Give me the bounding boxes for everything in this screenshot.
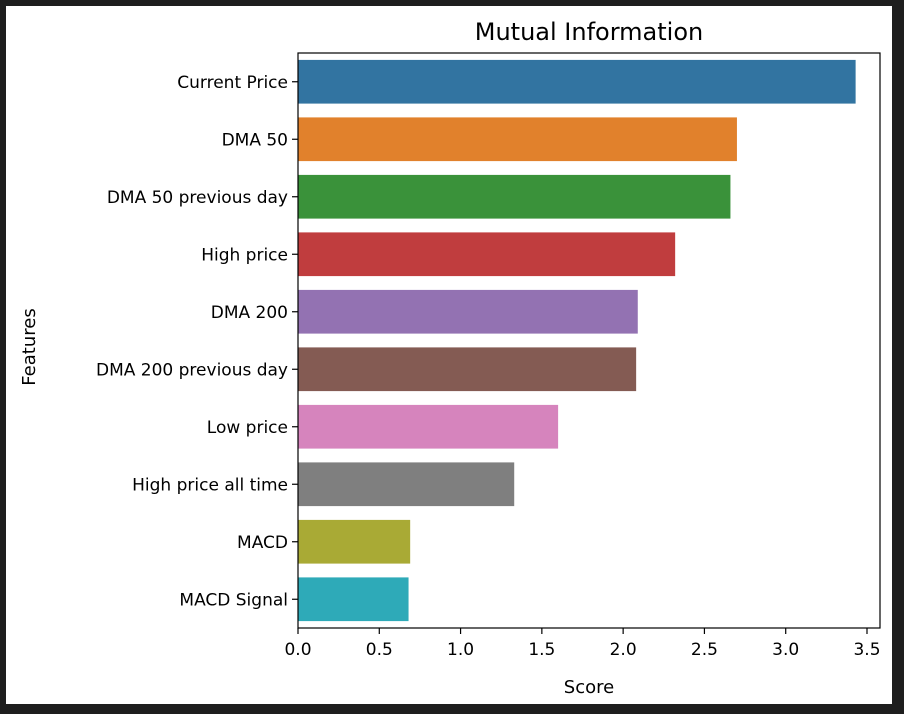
chart-title: Mutual Information [475,18,703,46]
bar-7 [298,462,515,507]
bar-4 [298,289,638,334]
bar-9 [298,577,409,622]
y-tick-label-3: High price [201,245,288,265]
x-tick-label-2: 1.0 [447,640,474,660]
chart-frame: Mutual Information Score Features Curren… [6,6,892,704]
x-ticks: 0.0 0.5 1.0 1.5 2.0 2.5 3.0 3.5 [284,628,881,660]
y-axis-label: Features [19,308,40,385]
x-tick-label-1: 0.5 [366,640,393,660]
bar-1 [298,117,737,162]
x-axis-label: Score [564,677,614,698]
y-tick-label-1: DMA 50 [222,130,288,150]
y-tick-label-0: Current Price [177,73,288,93]
mutual-information-chart: Mutual Information Score Features Curren… [19,18,881,698]
bar-6 [298,404,559,449]
y-tick-label-2: DMA 50 previous day [107,188,288,208]
x-tick-label-6: 3.0 [772,640,799,660]
bar-0 [298,59,856,104]
bar-5 [298,347,637,392]
bar-8 [298,519,411,564]
bar-2 [298,174,731,219]
y-tick-label-7: High price all time [132,475,288,495]
x-tick-label-7: 3.5 [853,640,880,660]
y-tick-label-4: DMA 200 [211,303,288,323]
x-tick-label-5: 2.5 [691,640,718,660]
plot-area-border [297,52,881,629]
y-tick-label-8: MACD [237,533,288,553]
y-tick-label-9: MACD Signal [179,590,288,610]
bars-group [298,59,856,622]
y-tick-label-5: DMA 200 previous day [96,360,288,380]
x-tick-label-3: 1.5 [528,640,555,660]
bar-3 [298,232,676,277]
x-tick-label-4: 2.0 [610,640,637,660]
y-tick-label-6: Low price [207,418,288,438]
y-tick-labels: Current Price DMA 50 DMA 50 previous day Hi… [96,73,298,610]
x-tick-label-0: 0.0 [284,640,311,660]
